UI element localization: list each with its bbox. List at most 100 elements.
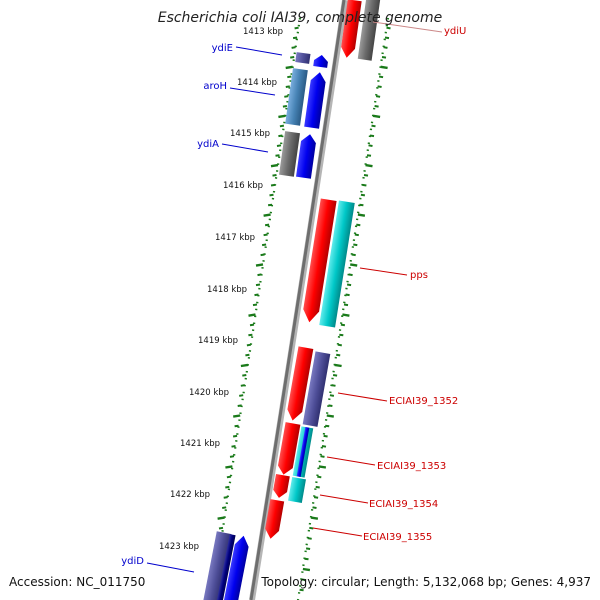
tick-mark bbox=[257, 273, 262, 277]
gene-label-ecia1353: ECIAI39_1353 bbox=[377, 461, 446, 472]
map-title: Escherichia coli IAI39, complete genome bbox=[157, 10, 443, 26]
gene-ydiD-slate bbox=[201, 531, 232, 600]
kbp-label-1421: 1421 kbp bbox=[180, 439, 220, 449]
tick-mark bbox=[269, 193, 274, 197]
tick-mark bbox=[360, 193, 366, 197]
gene-ydiE-blue bbox=[313, 55, 328, 68]
tick-mark bbox=[342, 313, 350, 317]
tick-mark bbox=[276, 144, 282, 147]
leader-pps bbox=[359, 267, 408, 276]
tick-mark bbox=[272, 174, 277, 177]
tick-mark bbox=[254, 293, 259, 297]
tick-mark bbox=[237, 404, 242, 407]
gene-ydiA-gray bbox=[279, 131, 300, 177]
tick-mark bbox=[366, 154, 372, 157]
tick-mark bbox=[299, 588, 304, 592]
tick-mark bbox=[349, 263, 358, 267]
tick-mark bbox=[225, 485, 230, 489]
tick-mark bbox=[245, 353, 250, 357]
tick-mark bbox=[326, 414, 334, 418]
tick-mark bbox=[363, 174, 369, 177]
tick-mark bbox=[231, 445, 236, 448]
tick-mark bbox=[248, 313, 256, 317]
tick-mark bbox=[320, 455, 325, 458]
left-dotted-track bbox=[210, 17, 302, 600]
tick-mark bbox=[317, 475, 322, 479]
leader-ecia1353 bbox=[326, 456, 376, 466]
gene-pps-teal bbox=[319, 200, 355, 328]
tick-mark bbox=[386, 26, 391, 30]
leader-ydiD bbox=[146, 562, 195, 573]
tick-mark bbox=[218, 526, 224, 530]
tick-mark bbox=[328, 404, 333, 407]
tick-mark bbox=[263, 213, 271, 217]
gene-label-ecia1354: ECIAI39_1354 bbox=[369, 499, 438, 510]
topology-text: Topology: circular; Length: 5,132,068 bp… bbox=[261, 575, 591, 589]
tick-mark bbox=[312, 506, 317, 509]
tick-mark bbox=[345, 293, 350, 297]
tick-mark bbox=[346, 283, 352, 287]
leader-ydiU bbox=[372, 21, 443, 33]
gene-ecia1355-red bbox=[265, 499, 285, 539]
tick-mark bbox=[357, 213, 366, 217]
tick-mark bbox=[348, 273, 353, 277]
tick-mark bbox=[278, 114, 286, 119]
tick-mark bbox=[284, 95, 289, 98]
right-dotted-track bbox=[296, 17, 390, 600]
tick-mark bbox=[305, 547, 311, 550]
gene-ecia1352-slate bbox=[302, 351, 331, 427]
tick-mark bbox=[351, 253, 356, 257]
tick-mark bbox=[282, 105, 288, 108]
tick-mark bbox=[365, 163, 373, 168]
gene-aroH-steel bbox=[285, 68, 308, 126]
gene-ydiE-slate bbox=[295, 52, 311, 64]
gene-ydiU-red bbox=[341, 0, 362, 58]
gene-label-ecia1352: ECIAI39_1352 bbox=[389, 396, 458, 407]
tick-mark bbox=[234, 424, 239, 428]
tick-mark bbox=[362, 183, 367, 187]
gene-aroH-blue bbox=[304, 72, 326, 129]
tick-mark bbox=[343, 303, 349, 307]
tick-mark bbox=[279, 124, 285, 128]
tick-mark bbox=[356, 223, 361, 227]
tick-mark bbox=[378, 75, 384, 79]
left-ticks bbox=[209, 26, 299, 592]
tick-mark bbox=[270, 183, 276, 187]
tick-mark bbox=[336, 353, 341, 357]
tick-mark bbox=[302, 567, 311, 572]
tick-mark bbox=[384, 36, 390, 40]
kbp-label-1414: 1414 kbp bbox=[237, 78, 277, 88]
tick-mark bbox=[337, 343, 342, 347]
kbp-label-1422: 1422 kbp bbox=[170, 490, 210, 500]
leader-ecia1352 bbox=[337, 392, 388, 402]
tick-mark bbox=[222, 506, 227, 509]
tick-mark bbox=[248, 333, 253, 337]
tick-mark bbox=[252, 303, 258, 307]
tick-mark bbox=[233, 414, 241, 418]
right-ticks bbox=[299, 26, 391, 592]
tick-mark bbox=[229, 455, 235, 458]
tick-mark bbox=[263, 233, 268, 237]
gene-ecia1353-red bbox=[277, 422, 301, 475]
gene-ecia1354-teal bbox=[288, 476, 306, 504]
tick-mark bbox=[267, 203, 273, 207]
tick-mark bbox=[313, 496, 319, 499]
tick-mark bbox=[315, 485, 320, 489]
tick-mark bbox=[226, 475, 232, 479]
tick-mark bbox=[217, 516, 225, 520]
tick-mark bbox=[291, 46, 296, 49]
kbp-label-1418: 1418 kbp bbox=[207, 285, 247, 295]
tick-mark bbox=[292, 36, 298, 40]
tick-mark bbox=[307, 537, 312, 540]
tick-mark bbox=[334, 363, 342, 368]
tick-mark bbox=[310, 516, 319, 520]
gene-ydiD-navy bbox=[214, 534, 236, 600]
tick-mark bbox=[246, 343, 252, 347]
kbp-label-1419: 1419 kbp bbox=[198, 336, 238, 346]
tick-mark bbox=[332, 374, 338, 377]
tick-mark bbox=[369, 134, 375, 138]
tick-mark bbox=[261, 243, 267, 247]
tick-mark bbox=[374, 105, 379, 108]
leader-ecia1354 bbox=[319, 494, 369, 504]
